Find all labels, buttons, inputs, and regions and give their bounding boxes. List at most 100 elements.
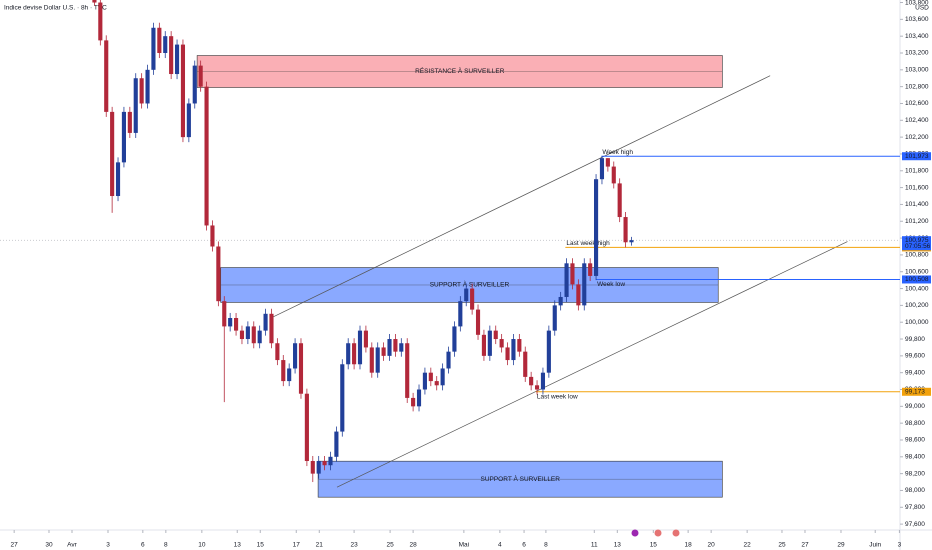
y-tick-label: 103,000 [905, 67, 929, 74]
zone-label: SUPPORT À SURVEILLER [480, 474, 560, 483]
level-label: Last week high [566, 240, 610, 247]
candle-body [422, 372, 427, 390]
y-tick-label: 102,600 [905, 100, 929, 107]
event-icon[interactable] [654, 529, 662, 537]
candle-body [334, 431, 339, 457]
candle-body [287, 368, 292, 382]
candle-body [405, 343, 410, 398]
x-tick-label: 25 [386, 542, 394, 549]
candle-body [198, 65, 203, 87]
candle-body [310, 461, 315, 474]
x-tick-label: 15 [257, 542, 265, 549]
candle-body [588, 263, 593, 276]
level-label: Week high [602, 149, 633, 156]
x-tick-label: 3 [898, 542, 902, 549]
candle-body [511, 339, 516, 361]
candle-body [487, 330, 492, 356]
candle-body [434, 381, 439, 386]
candle-body [145, 69, 150, 104]
candle-body [228, 318, 233, 327]
candle-body [239, 330, 245, 340]
x-tick-label: 27 [11, 542, 19, 549]
candle-body [169, 36, 174, 75]
currency: USD [915, 5, 929, 12]
y-tick-label: 99,800 [905, 336, 925, 343]
candle-body [98, 2, 103, 41]
level-label: Last week low [537, 393, 578, 400]
candle-body [157, 27, 162, 53]
x-tick-label: 30 [45, 542, 53, 549]
candle-body [481, 334, 486, 356]
candle-body [470, 288, 475, 310]
y-tick-label: 103,200 [905, 50, 929, 57]
y-tick-label: 102,400 [905, 117, 929, 124]
x-tick-label: 20 [708, 542, 716, 549]
event-icon[interactable] [631, 529, 639, 537]
chart-title: Indice devise Dollar U.S. · 8h · TVC [4, 5, 107, 12]
candle-body [163, 36, 168, 53]
y-tick-label: 99,600 [905, 353, 925, 360]
y-tick-label: 102,800 [905, 83, 929, 90]
price-badge [902, 152, 931, 161]
candle-body [322, 461, 327, 466]
candle-body [505, 347, 510, 361]
trendline [336, 241, 848, 488]
candle-body [121, 111, 126, 163]
candle-body [186, 103, 191, 138]
y-tick-label: 100,000 [905, 319, 929, 326]
y-tick-label: 102,200 [905, 134, 929, 141]
candle-body [540, 372, 546, 390]
price-badge-label: 100,508 [905, 276, 929, 283]
candle-body [234, 318, 239, 331]
candle-body [611, 166, 616, 184]
y-tick-label: 101,600 [905, 184, 929, 191]
candle-body [357, 330, 363, 365]
candle-body [298, 343, 304, 394]
y-tick-label: 100,200 [905, 302, 929, 309]
y-tick-label: 98,200 [905, 470, 925, 477]
candle-body [369, 347, 374, 373]
candle-body [204, 86, 209, 226]
y-tick-label: 98,400 [905, 454, 925, 461]
candle-body [458, 301, 463, 327]
y-tick-label: 103,400 [905, 33, 929, 40]
candle-body [475, 309, 481, 335]
candle-body [558, 296, 563, 306]
event-icon[interactable] [672, 529, 680, 537]
zone-label: RÉSISTANCE À SURVEILLER [415, 66, 505, 75]
candle-body [499, 339, 504, 348]
candle-body [316, 461, 321, 474]
y-tick-label: 98,800 [905, 420, 925, 427]
candle-body [180, 44, 186, 138]
y-tick-label: 100,400 [905, 285, 929, 292]
countdown: 07:05:56 [905, 243, 931, 250]
level-label: Week low [597, 281, 625, 288]
x-tick-label: 15 [650, 542, 658, 549]
candle-body [564, 263, 569, 297]
y-tick-label: 99,000 [905, 403, 925, 410]
y-tick-label: 101,800 [905, 167, 929, 174]
candle-body [346, 343, 351, 365]
x-tick-label: 17 [293, 542, 301, 549]
x-tick-label: 22 [744, 542, 752, 549]
candle-body [393, 339, 398, 352]
y-tick-label: 101,400 [905, 201, 929, 208]
x-tick-label: 4 [498, 542, 502, 549]
candle-body [570, 263, 575, 285]
x-tick-label: 6 [522, 542, 526, 549]
x-tick-label: 23 [350, 542, 358, 549]
candle-body [605, 158, 610, 167]
trendline [271, 75, 771, 318]
price-badge [902, 387, 931, 396]
candle-body [399, 343, 404, 352]
price-badge-label: 101,973 [905, 153, 929, 160]
candle-body [387, 339, 392, 356]
x-tick-label: 28 [409, 542, 417, 549]
price-badge [902, 275, 931, 284]
x-tick-label: Mai [459, 542, 469, 549]
candle-body [440, 368, 445, 386]
candle-body [127, 111, 132, 133]
candle-body [139, 78, 144, 104]
